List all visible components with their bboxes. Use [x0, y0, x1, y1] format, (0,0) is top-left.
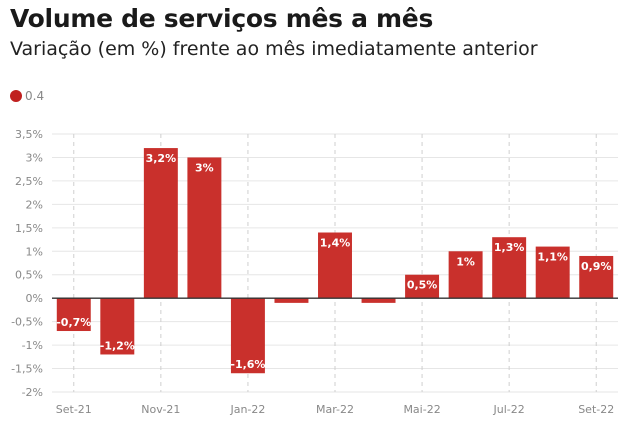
- bar: [318, 232, 352, 299]
- bar: [143, 148, 178, 299]
- y-tick-label: 0,5%: [15, 269, 43, 282]
- y-tick-label: 1%: [26, 245, 43, 258]
- x-tick-label: Set-21: [56, 403, 92, 416]
- x-tick-label: Nov-21: [141, 403, 180, 416]
- bar-value-label: -0,7%: [56, 316, 91, 329]
- bar: [56, 298, 91, 332]
- bar-value-label: 1,1%: [537, 251, 568, 264]
- x-tick-label: Mar-22: [316, 403, 354, 416]
- bar-value-label: -1,2%: [100, 339, 135, 352]
- y-tick-label: -1%: [22, 339, 43, 352]
- y-tick-label: 3,5%: [15, 128, 43, 141]
- bar: [361, 298, 396, 303]
- y-tick-label: -1,5%: [11, 363, 43, 376]
- bar: [230, 298, 265, 374]
- x-tick-label: Set-22: [578, 403, 614, 416]
- x-tick-label: Jan-22: [229, 403, 265, 416]
- bar: [448, 251, 483, 299]
- bar-value-label: 1,3%: [494, 241, 525, 254]
- bar: [405, 274, 440, 299]
- y-tick-label: -2%: [22, 386, 43, 399]
- bar-value-label: 1%: [456, 255, 475, 268]
- bar-value-label: 0,5%: [407, 279, 438, 292]
- bar: [274, 298, 309, 303]
- bar-value-label: 3,2%: [146, 152, 177, 165]
- y-tick-label: 2%: [26, 198, 43, 211]
- y-tick-label: 2,5%: [15, 175, 43, 188]
- chart-subtitle: Variação (em %) frente ao mês imediatame…: [10, 38, 538, 60]
- bar-value-label: 3%: [195, 161, 214, 174]
- bar-value-label: -1,6%: [230, 358, 265, 371]
- bar: [535, 246, 570, 299]
- y-tick-label: -0,5%: [11, 316, 43, 329]
- y-tick-label: 0%: [26, 292, 43, 305]
- y-tick-label: 1,5%: [15, 222, 43, 235]
- bar: [187, 157, 222, 299]
- bar: [100, 298, 135, 355]
- bar: [492, 237, 527, 299]
- bar-value-label: 1,4%: [320, 237, 351, 250]
- chart-title: Volume de serviços mês a mês: [10, 4, 434, 33]
- legend[interactable]: 0.4: [10, 89, 44, 103]
- legend-label: 0.4: [25, 89, 45, 103]
- x-tick-label: Mai-22: [403, 403, 440, 416]
- legend-dot-icon: [10, 90, 22, 102]
- x-tick-label: Jul-22: [493, 403, 525, 416]
- bar: [579, 255, 614, 299]
- bar-value-label: 0,9%: [581, 260, 612, 273]
- y-tick-label: 3%: [26, 151, 43, 164]
